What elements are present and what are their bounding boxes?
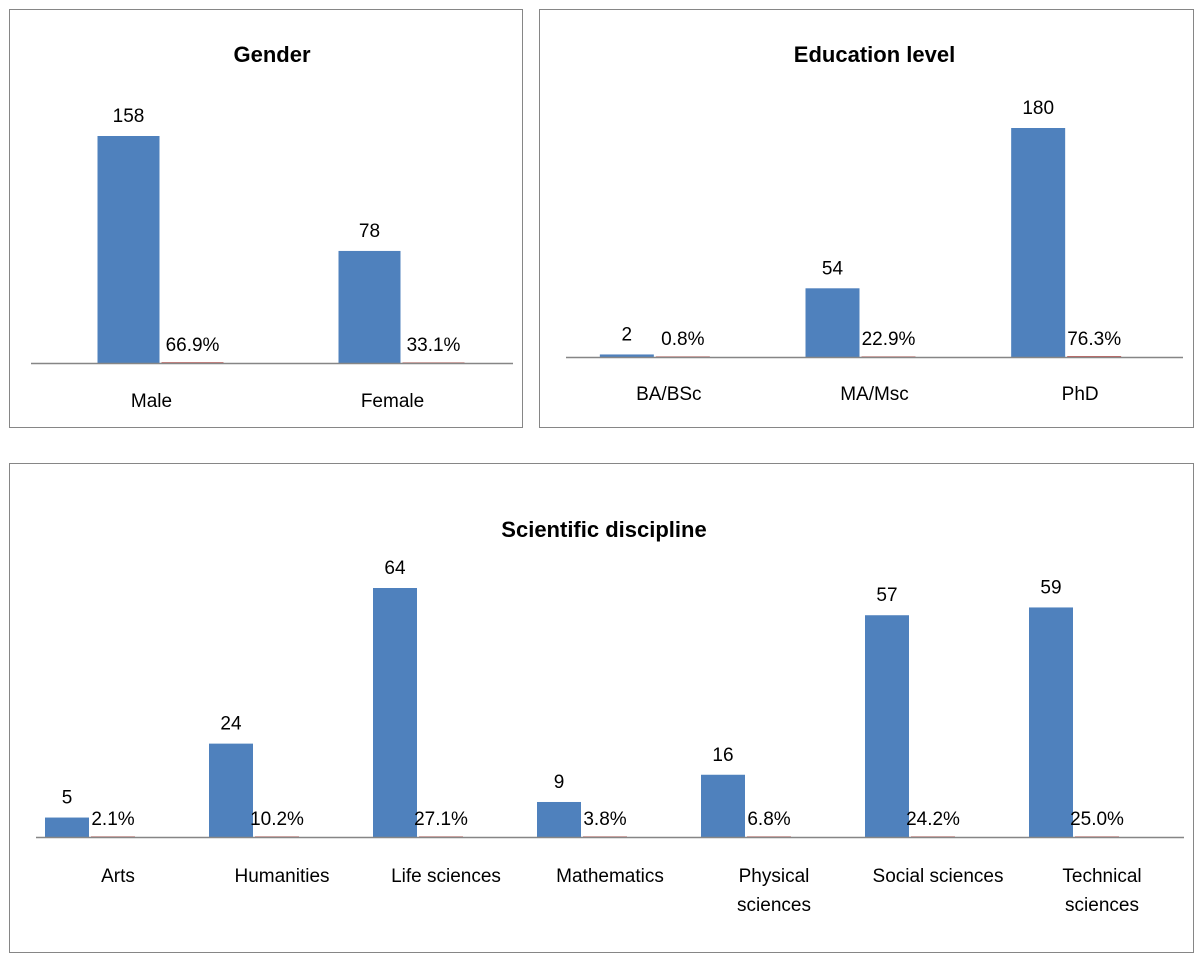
bar-percent — [161, 362, 224, 363]
category-label: Humanities — [234, 866, 329, 887]
category-label: Technical — [1062, 866, 1141, 887]
bar-percent — [419, 836, 463, 837]
bar-count — [701, 774, 745, 837]
bar-percent — [747, 836, 791, 837]
category-label: Male — [131, 391, 172, 412]
bar-count — [45, 817, 89, 837]
data-label-count: 158 — [113, 106, 145, 127]
gender-chart-panel: Gender 158 66.9% Male 78 33.1% Female — [9, 9, 523, 428]
bar-count — [805, 288, 860, 357]
category-label: Female — [361, 391, 424, 412]
category-label: Arts — [101, 866, 135, 887]
category-label: PhD — [1062, 384, 1099, 405]
data-label-percent: 25.0% — [1070, 809, 1124, 830]
bar-percent — [255, 836, 299, 837]
bar-percent — [91, 836, 135, 837]
bar-percent — [1067, 356, 1122, 357]
bar-percent — [583, 836, 627, 837]
data-label-percent: 2.1% — [91, 809, 134, 830]
category-label: MA/Msc — [840, 384, 909, 405]
bar-count — [97, 136, 160, 363]
bar-count — [373, 588, 417, 837]
chart-title: Gender — [233, 42, 310, 67]
data-label-count: 24 — [220, 714, 242, 735]
bar-count — [338, 250, 401, 363]
data-label-count: 180 — [1022, 98, 1054, 119]
data-label-count: 57 — [876, 585, 897, 606]
bar-count — [537, 801, 581, 837]
bar-percent — [402, 362, 465, 363]
scientific-discipline-chart-panel: Scientific discipline 5 2.1% Arts 24 10.2% Hum… — [9, 463, 1194, 953]
bar-count — [1029, 607, 1073, 837]
bar-percent — [911, 836, 955, 837]
data-label-percent: 76.3% — [1067, 329, 1121, 350]
category-label: sciences — [737, 895, 811, 916]
data-label-percent: 27.1% — [414, 809, 468, 830]
bar-count — [865, 615, 909, 837]
bar-count — [209, 743, 253, 837]
data-label-percent: 6.8% — [747, 809, 790, 830]
data-label-percent: 24.2% — [906, 809, 960, 830]
data-label-percent: 66.9% — [166, 335, 220, 356]
category-label: sciences — [1065, 895, 1139, 916]
data-label-count: 54 — [822, 258, 844, 279]
bar-count — [1011, 128, 1066, 357]
data-label-count: 2 — [622, 324, 633, 345]
bar-count — [599, 354, 654, 357]
bar-percent — [1075, 836, 1119, 837]
chart-title: Scientific discipline — [501, 517, 706, 542]
gender-chart: Gender 158 66.9% Male 78 33.1% Female — [31, 42, 513, 412]
data-label-count: 59 — [1040, 577, 1061, 598]
data-label-percent: 10.2% — [250, 809, 304, 830]
chart-title: Education level — [794, 42, 955, 67]
category-label: BA/BSc — [636, 384, 701, 405]
data-label-count: 9 — [554, 772, 565, 793]
bar-percent — [861, 356, 916, 357]
scientific-discipline-chart: Scientific discipline 5 2.1% Arts 24 10.2% Hum… — [36, 517, 1184, 916]
data-label-percent: 3.8% — [583, 809, 626, 830]
category-label: Mathematics — [556, 866, 664, 887]
data-label-count: 64 — [384, 558, 406, 579]
category-label: Life sciences — [391, 866, 501, 887]
education-level-chart-panel: Education level 2 0.8% BA/BSc 54 22.9% MA/Msc 1… — [539, 9, 1194, 428]
data-label-count: 16 — [712, 745, 733, 766]
data-label-percent: 22.9% — [862, 329, 916, 350]
category-label: Physical — [739, 866, 810, 887]
bar-percent — [655, 356, 710, 357]
category-label: Social sciences — [873, 866, 1004, 887]
data-label-percent: 0.8% — [661, 329, 704, 350]
data-label-count: 5 — [62, 788, 73, 809]
data-label-percent: 33.1% — [407, 335, 461, 356]
data-label-count: 78 — [359, 221, 380, 242]
education-level-chart: Education level 2 0.8% BA/BSc 54 22.9% MA/Msc 1… — [566, 42, 1183, 405]
